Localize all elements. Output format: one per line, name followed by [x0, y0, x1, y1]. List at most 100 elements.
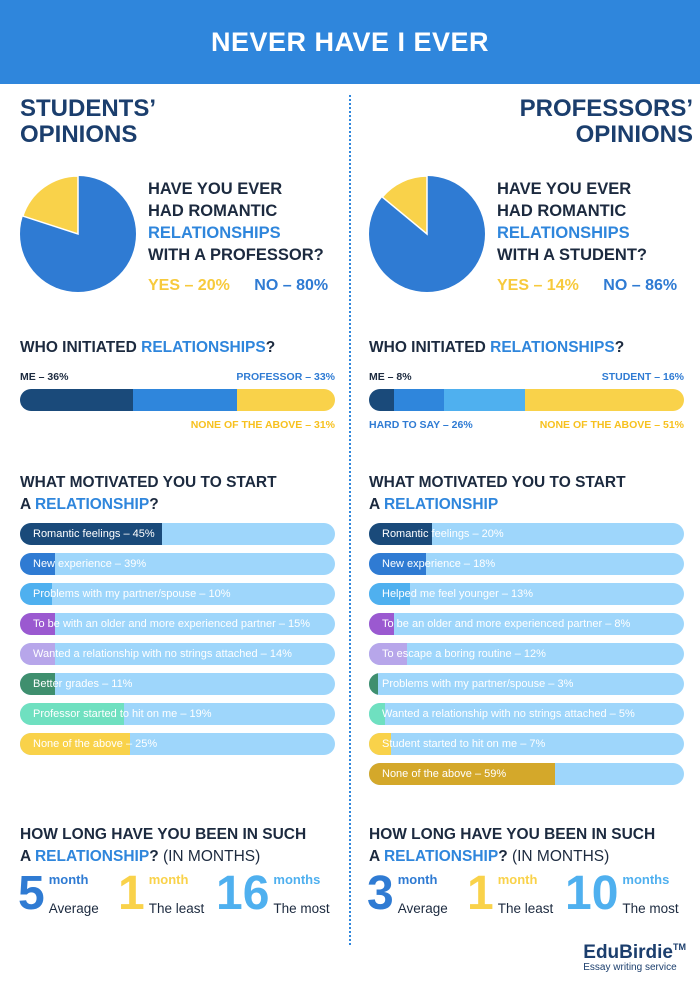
header-banner: NEVER HAVE I EVER — [0, 0, 700, 84]
professors-motivation-line1: WHAT MOTIVATED YOU TO START — [369, 474, 626, 491]
professors-motivation-fill — [369, 553, 426, 575]
professors-answers: YES – 14% NO – 86% — [497, 277, 677, 295]
students-motivation-fill — [20, 583, 52, 605]
students-duration-most: 16 months The most — [216, 867, 330, 920]
professors-question-highlight: RELATIONSHIPS — [497, 224, 630, 242]
professors-duration-average: 3 month Average — [367, 870, 448, 918]
duration-unit: month — [48, 872, 89, 887]
professors-duration-end: ? — [498, 848, 512, 865]
students-motivation-bar: Wanted a relationship with no strings at… — [20, 643, 335, 665]
students-question-line2: HAD ROMANTIC — [148, 202, 278, 220]
professors-question-line4: WITH A STUDENT? — [497, 246, 648, 264]
students-duration-average: 5 month Average — [18, 870, 99, 918]
professors-motivation-bar: Helped me feel younger – 13% — [369, 583, 684, 605]
students-column: STUDENTS’ OPINIONS HAVE YOU EVER HAD ROM… — [18, 84, 348, 984]
duration-unit: months — [273, 872, 321, 887]
professors-motivation-highlight: RELATIONSHIP — [383, 496, 499, 513]
students-duration-highlight: RELATIONSHIP — [34, 848, 150, 865]
duration-desc: Average — [48, 901, 99, 916]
professors-initiated-highlight: RELATIONSHIPS — [490, 339, 615, 356]
professors-no-label: NO – 86% — [603, 277, 678, 294]
professors-duration-least: 1 month The least — [467, 867, 553, 920]
professors-duration-title: HOW LONG HAVE YOU BEEN IN SUCH A RELATIO… — [369, 824, 655, 868]
students-initiated-highlight: RELATIONSHIPS — [141, 339, 266, 356]
professors-init-label-hard: HARD TO SAY – 26% — [369, 419, 473, 431]
students-motivation-fill — [20, 613, 55, 635]
students-pie-slice-yes — [21, 175, 79, 236]
students-no-label: NO – 80% — [254, 277, 329, 294]
students-motivation-bar: None of the above – 25% — [20, 733, 335, 755]
duration-unit: month — [497, 872, 538, 887]
professors-question-line1: HAVE YOU EVER — [497, 180, 632, 198]
students-motivation-line2: A — [20, 496, 35, 513]
edubirdie-logo: EduBirdieTM Essay writing service — [583, 942, 686, 973]
duration-number: 1 — [467, 867, 494, 920]
students-motivation-fill — [20, 643, 55, 665]
logo-brand: EduBirdie — [583, 942, 673, 963]
students-motivation-title: WHAT MOTIVATED YOU TO START A RELATIONSH… — [20, 472, 277, 516]
duration-desc: The least — [148, 901, 205, 916]
professors-pie-slice-yes — [381, 175, 428, 236]
students-heading: STUDENTS’ OPINIONS — [20, 96, 156, 148]
students-duration-end: ? — [149, 848, 163, 865]
professors-motivation-bar: To be an older and more experienced part… — [369, 613, 684, 635]
professors-stack-segment — [443, 389, 525, 411]
professors-stack-segment — [393, 389, 444, 411]
professors-motivation-label: New experience – 18% — [382, 558, 496, 570]
students-motivation-label: Better grades – 11% — [33, 678, 133, 690]
students-motivation-label: Romantic feelings – 45% — [33, 528, 155, 540]
professors-motivation-fill — [369, 613, 395, 635]
students-stack-segment — [133, 389, 238, 411]
professors-initiated-bar — [369, 389, 684, 411]
students-motivation-bar: Problems with my partner/spouse – 10% — [20, 583, 335, 605]
professors-heading-line2: OPINIONS — [575, 121, 693, 148]
professors-motivation-fill — [369, 763, 555, 785]
professors-motivation-label: Helped me feel younger – 13% — [382, 588, 534, 600]
students-motivation-bar: Romantic feelings – 45% — [20, 523, 335, 545]
professors-duration-unit: (IN MONTHS) — [511, 848, 610, 865]
students-initiated-text: WHO INITIATED — [20, 339, 142, 356]
students-motivation-label: New experience – 39% — [33, 558, 147, 570]
duration-desc: Average — [397, 901, 448, 916]
students-heading-line1: STUDENTS’ — [20, 95, 157, 122]
students-motivation-fill — [20, 553, 55, 575]
students-stack-segment — [20, 389, 134, 411]
students-initiated-end: ? — [265, 339, 276, 356]
professors-motivation-fill — [369, 643, 407, 665]
students-motivation-fill — [20, 733, 131, 755]
students-init-label-none: NONE OF THE ABOVE – 31% — [190, 419, 335, 431]
professors-pie-chart — [369, 175, 485, 292]
students-initiated-bar — [20, 389, 335, 411]
students-initiated-title: WHO INITIATED RELATIONSHIPS? — [20, 337, 275, 359]
students-motivation-end: ? — [149, 496, 159, 513]
students-motivation-fill — [20, 523, 162, 545]
duration-unit: month — [397, 872, 438, 887]
duration-number: 16 — [216, 867, 270, 920]
professors-motivation-fill — [369, 703, 385, 725]
professors-stack-segment — [369, 389, 394, 411]
professors-init-label-student: STUDENT – 16% — [601, 371, 684, 383]
students-init-label-professor: PROFESSOR – 33% — [236, 371, 335, 383]
students-heading-line2: OPINIONS — [20, 121, 138, 148]
students-duration-title: HOW LONG HAVE YOU BEEN IN SUCH A RELATIO… — [20, 824, 306, 868]
professors-init-label-none: NONE OF THE ABOVE – 51% — [539, 419, 684, 431]
professors-duration-line2: A — [369, 848, 384, 865]
professors-stack-segment — [524, 389, 684, 411]
students-pie-chart — [20, 175, 136, 292]
students-question: HAVE YOU EVER HAD ROMANTIC RELATIONSHIPS… — [148, 178, 324, 266]
professors-motivation-label: To escape a boring routine – 12% — [382, 648, 546, 660]
professors-motivation-title: WHAT MOTIVATED YOU TO START A RELATIONSH… — [369, 472, 626, 516]
students-duration-line2: A — [20, 848, 35, 865]
professors-init-label-me: ME – 8% — [369, 371, 412, 383]
professors-motivation-bar: New experience – 18% — [369, 553, 684, 575]
students-motivation-bar: Professor started to hit on me – 19% — [20, 703, 335, 725]
students-motivation-bar: Better grades – 11% — [20, 673, 335, 695]
duration-unit: months — [622, 872, 670, 887]
professors-motivation-fill — [369, 733, 392, 755]
column-divider — [349, 95, 351, 945]
students-motivation-label: Wanted a relationship with no strings at… — [33, 648, 292, 660]
professors-initiated-end: ? — [614, 339, 625, 356]
students-question-line4: WITH A PROFESSOR? — [148, 246, 324, 264]
professors-initiated-text: WHO INITIATED — [369, 339, 491, 356]
professors-duration-most: 10 months The most — [565, 870, 679, 918]
